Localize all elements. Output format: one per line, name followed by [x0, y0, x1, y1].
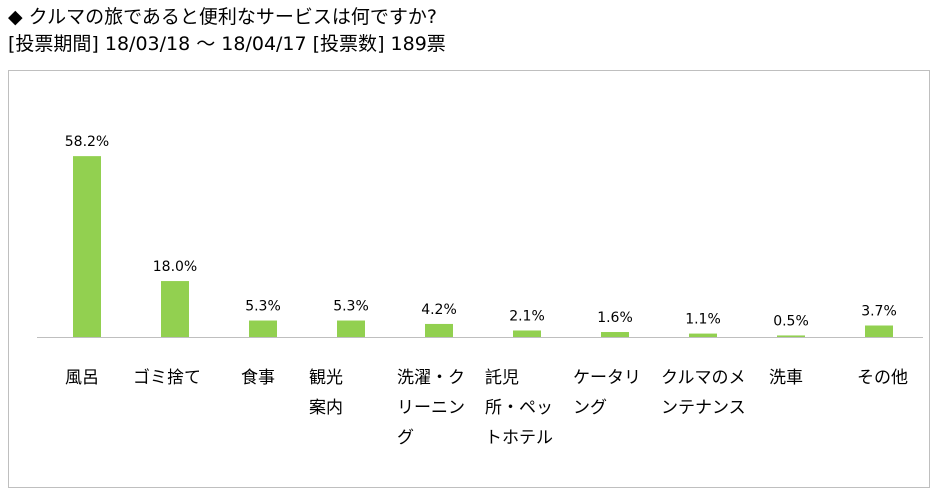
category-label: ケータリング — [573, 368, 641, 418]
data-label: 1.1% — [685, 312, 721, 328]
data-label: 1.6% — [597, 310, 633, 326]
bar — [777, 335, 805, 337]
category-label: 風呂 — [65, 368, 99, 388]
data-label: 5.3% — [245, 299, 281, 315]
chart-area: 58.2% 風呂 18.0% ゴミ捨て 5.3% 食事 5.3% 観光案内 4.2% 洗濯・クリー… — [8, 70, 930, 488]
category-label: クルマのメンテナンス — [661, 368, 746, 418]
bar — [689, 333, 717, 337]
category-label: 洗車 — [769, 368, 803, 388]
bar — [73, 156, 101, 337]
data-label: 0.5% — [773, 313, 809, 329]
poll-info: [投票期間] 18/03/18 ～ 18/04/17 [投票数] 189票 — [8, 33, 446, 55]
bar — [865, 325, 893, 337]
data-label: 5.3% — [333, 299, 369, 315]
bar — [337, 320, 365, 337]
bar — [425, 323, 453, 337]
chart-title: ◆ クルマの旅であると便利なサービスは何ですか? — [8, 6, 437, 28]
data-label: 2.1% — [509, 308, 545, 324]
bar — [513, 330, 541, 337]
category-label: 洗濯・クリーニング — [397, 368, 465, 448]
category-label: 観光案内 — [309, 368, 343, 418]
data-label: 3.7% — [861, 304, 897, 320]
data-label: 58.2% — [65, 134, 109, 150]
bar — [161, 281, 189, 337]
chart-header: ◆ クルマの旅であると便利なサービスは何ですか? [投票期間] 18/03/18… — [8, 4, 446, 58]
bar-chart: 58.2% 風呂 18.0% ゴミ捨て 5.3% 食事 5.3% 観光案内 4.2% 洗濯・クリー… — [37, 134, 923, 448]
category-label: 託児所・ペットホテル — [485, 368, 553, 448]
category-label: 食事 — [241, 368, 275, 388]
bar — [249, 320, 277, 337]
category-label: その他 — [857, 368, 908, 388]
data-label: 18.0% — [153, 259, 197, 275]
category-label: ゴミ捨て — [133, 367, 201, 388]
data-label: 4.2% — [421, 302, 457, 318]
bar — [601, 332, 629, 337]
